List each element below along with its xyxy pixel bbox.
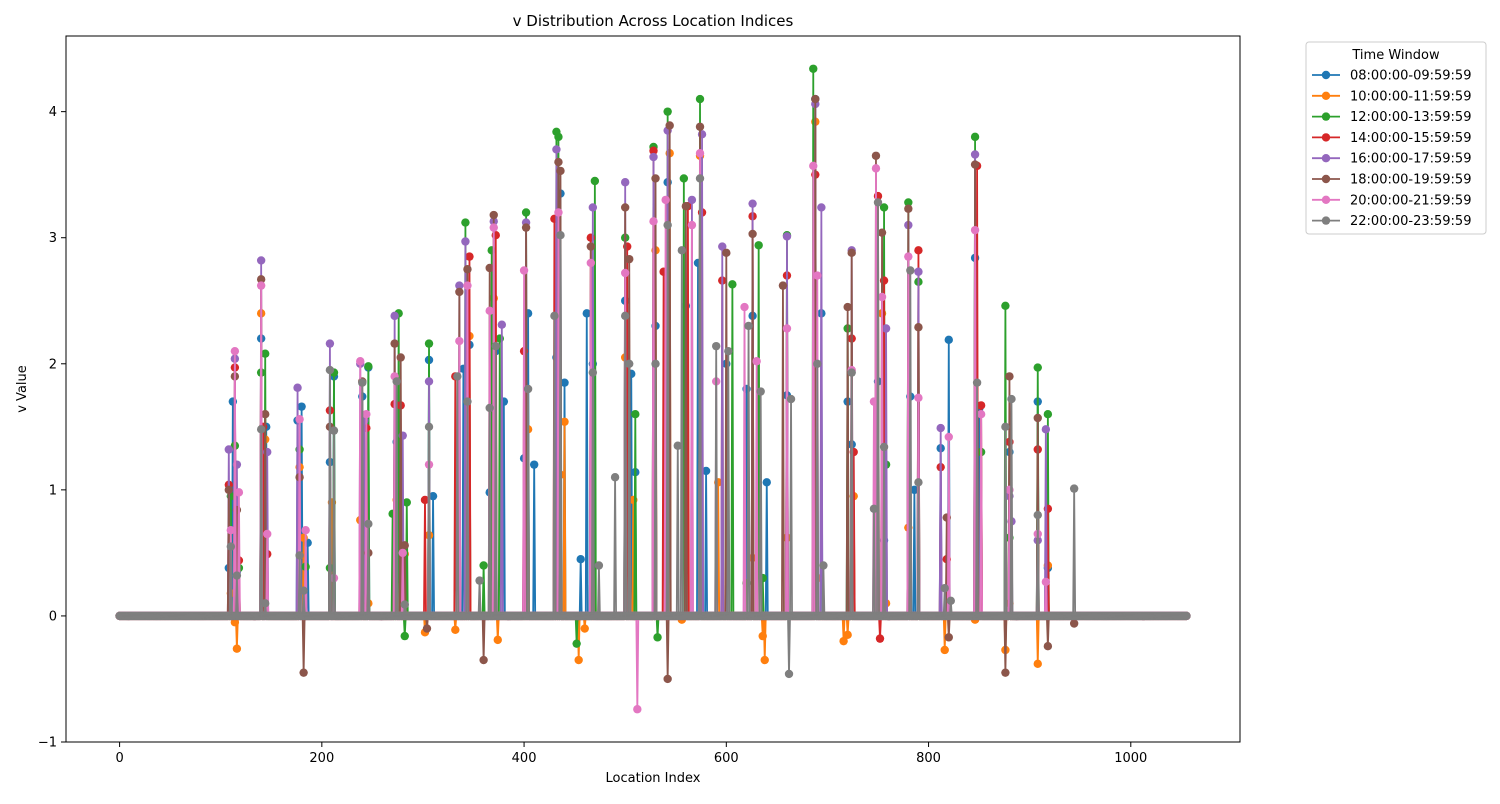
data-point-4-378 bbox=[497, 320, 507, 329]
data-point-0-456 bbox=[576, 555, 585, 564]
data-point-4-432 bbox=[552, 145, 561, 154]
data-point-2-606 bbox=[728, 280, 737, 289]
data-point-0-820 bbox=[944, 335, 953, 345]
data-point-4-272 bbox=[390, 311, 399, 321]
data-point-0-310 bbox=[428, 491, 438, 501]
data-point-1-636 bbox=[758, 631, 767, 641]
data-point-4-500 bbox=[620, 178, 630, 187]
data-point-4-596 bbox=[718, 242, 727, 251]
data-point-4-306 bbox=[424, 377, 434, 386]
data-point-1-908 bbox=[1033, 659, 1042, 669]
data-point-2-846 bbox=[970, 132, 980, 142]
data-point-0-786 bbox=[910, 485, 919, 495]
data-point-1-460 bbox=[580, 624, 589, 633]
data-point-1-454 bbox=[574, 655, 583, 665]
data-point-2-876 bbox=[1001, 301, 1010, 310]
data-point-2-306 bbox=[424, 339, 434, 348]
data-point-2-434 bbox=[554, 132, 563, 142]
data-point-1-332 bbox=[451, 625, 460, 634]
data-point-2-284 bbox=[402, 498, 411, 507]
data-point-2-470 bbox=[590, 176, 600, 186]
data-point-3-346 bbox=[465, 252, 474, 261]
data-point-1-374 bbox=[493, 635, 502, 645]
data-point-2-342 bbox=[461, 218, 470, 227]
data-point-4-140 bbox=[256, 256, 266, 265]
data-point-2-360 bbox=[479, 561, 488, 570]
data-point-2-558 bbox=[679, 174, 689, 183]
data-point-0-410 bbox=[529, 460, 539, 469]
data-point-1-638 bbox=[760, 655, 769, 665]
data-point-2-574 bbox=[695, 94, 705, 104]
data-point-4-528 bbox=[649, 152, 658, 162]
data-point-1-816 bbox=[940, 645, 949, 655]
data-point-2-144 bbox=[261, 349, 270, 358]
data-point-2-908 bbox=[1033, 363, 1042, 372]
data-point-2-756 bbox=[879, 203, 889, 212]
data-point-2-282 bbox=[400, 631, 409, 641]
data-point-4-626 bbox=[748, 199, 757, 208]
data-point-2-532 bbox=[653, 633, 662, 642]
data-point-2-542 bbox=[663, 107, 672, 116]
data-point-4-342 bbox=[461, 237, 470, 246]
data-point-2-780 bbox=[904, 198, 913, 207]
data-point-2-402 bbox=[521, 208, 531, 217]
data-point-1-116 bbox=[232, 644, 242, 653]
data-point-2-918 bbox=[1043, 410, 1053, 419]
data-point-4-660 bbox=[782, 232, 792, 241]
plot-series-group bbox=[115, 64, 1191, 714]
data-point-0-640 bbox=[762, 478, 771, 487]
data-point-0-180 bbox=[297, 402, 306, 411]
data-point-2-510 bbox=[631, 410, 640, 419]
data-point-4-208 bbox=[325, 339, 335, 348]
data-point-3-752 bbox=[875, 634, 885, 643]
data-point-1-440 bbox=[560, 417, 569, 426]
data-point-4-176 bbox=[293, 383, 302, 392]
data-point-0-580 bbox=[701, 466, 711, 476]
data-point-1-716 bbox=[839, 636, 848, 646]
data-point-3-790 bbox=[914, 246, 923, 255]
data-point-4-694 bbox=[817, 203, 826, 212]
data-point-4-108 bbox=[224, 445, 233, 454]
data-point-4-566 bbox=[687, 195, 697, 205]
data-point-2-452 bbox=[572, 639, 581, 648]
data-point-0-440 bbox=[560, 378, 569, 387]
data-point-1-114 bbox=[230, 618, 240, 627]
data-point-2-632 bbox=[754, 241, 763, 250]
data-point-0-462 bbox=[582, 309, 591, 318]
data-point-4-336 bbox=[455, 281, 464, 290]
data-point-3-528 bbox=[649, 146, 658, 155]
data-point-2-686 bbox=[809, 64, 818, 73]
data-point-1-720 bbox=[843, 630, 852, 640]
data-point-4-468 bbox=[588, 203, 598, 212]
data-point-3-852 bbox=[976, 401, 986, 410]
data-point-2-246 bbox=[364, 362, 373, 371]
data-point-3-302 bbox=[420, 495, 430, 505]
